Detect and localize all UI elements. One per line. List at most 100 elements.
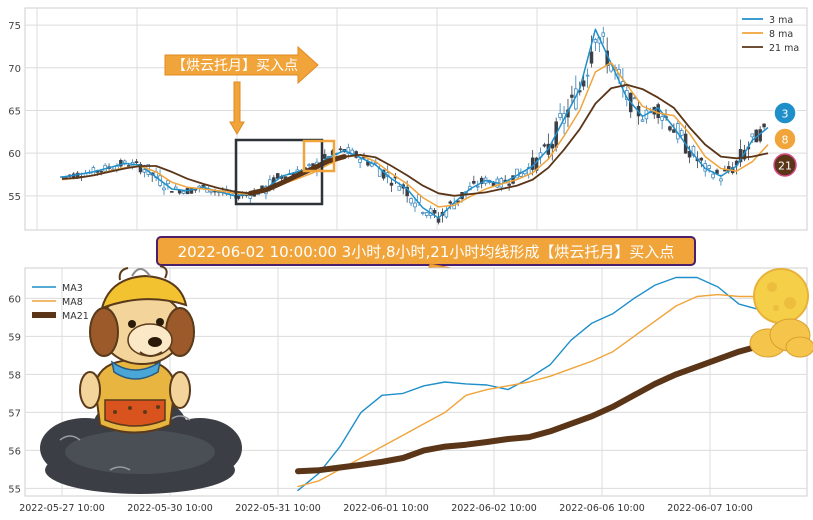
candle-body [621, 81, 625, 88]
bottom-x-tick-label: 2022-05-30 10:00 [127, 503, 213, 514]
bottom-y-tick-label: 56 [8, 446, 21, 457]
candle-body [119, 160, 123, 167]
candle-body [134, 161, 139, 163]
moon-cloud-illustration [749, 268, 813, 358]
candle-body [530, 157, 535, 170]
candle-body [307, 164, 311, 167]
candle-body [432, 209, 437, 214]
bottom-x-tick-label: 2022-05-31 10:00 [235, 503, 321, 514]
ma8-line [61, 61, 769, 208]
candle-body [479, 177, 484, 184]
candle-body [601, 32, 606, 37]
candle-body [593, 39, 598, 43]
candle-body [323, 154, 327, 159]
top-y-tick-label: 60 [8, 149, 21, 160]
candle-body [209, 190, 213, 193]
candle-body [99, 170, 103, 173]
bottom-x-tick-label: 2022-06-01 10:00 [343, 503, 429, 514]
bottom-x-tick-label: 2022-06-07 10:00 [667, 503, 753, 514]
dog-mascot-illustration [79, 265, 195, 434]
ma3-line [61, 28, 769, 219]
candle-body [723, 169, 727, 172]
ma21-highlight-segment [247, 154, 347, 196]
candle-body [397, 186, 402, 191]
badge-3 [773, 101, 797, 125]
candle-body [126, 165, 131, 167]
candle-body [389, 182, 394, 186]
legend-label-ma21: MA21 [62, 311, 89, 322]
bottom-x-axis: 2022-05-27 10:00 2022-05-30 10:00 2022-05-… [19, 503, 753, 514]
badge-8-label: 8 [782, 134, 789, 147]
candle-body [707, 165, 711, 169]
candle-body [181, 190, 186, 194]
bottom-y-tick-label: 57 [8, 408, 21, 419]
buy-point-arrow-text: 【烘云托月】买入点 [172, 58, 298, 74]
bottom-x-tick-label: 2022-06-06 10:00 [559, 503, 645, 514]
candle-body [162, 187, 166, 191]
top-y-tick-label: 70 [8, 64, 21, 75]
candle-body [585, 74, 590, 77]
candle-body [581, 80, 586, 87]
ma3-line-detail [297, 276, 761, 491]
candle-body [275, 173, 280, 179]
signal-callout: 2022-06-02 10:00:00 3小时,8小时,21小时均线形成【烘云托… [156, 236, 696, 286]
bottom-x-tick-label: 2022-05-27 10:00 [19, 503, 105, 514]
bottom-y-tick-label: 55 [8, 484, 21, 495]
candle-body [472, 180, 476, 184]
candle-body [542, 144, 547, 147]
candle-body [346, 147, 351, 154]
bottom-y-tick-label: 60 [8, 294, 21, 305]
candle-body [550, 144, 555, 149]
buy-point-arrow-label: 【烘云托月】买入点 [164, 45, 319, 135]
callout-box [156, 236, 696, 266]
candle-body [491, 182, 496, 186]
candle-body [699, 157, 704, 161]
legend-label-ma8: MA8 [62, 297, 83, 308]
candle-body [413, 202, 417, 208]
candle-body [476, 185, 480, 188]
candle-body [189, 188, 194, 194]
candle-body [448, 201, 453, 204]
candle-body [719, 178, 723, 182]
top-ma-lines [61, 28, 769, 219]
candle-body [750, 133, 755, 138]
candle-body [738, 149, 743, 163]
bottom-y-axis: 55 56 57 58 59 60 [8, 294, 21, 495]
candle-body [358, 158, 362, 163]
candle-body [515, 168, 519, 179]
bottom-legend: MA3 MA8 MA21 [32, 283, 89, 322]
ma-badges: 3 8 21 [773, 101, 797, 177]
candle-body [511, 175, 515, 184]
top-y-tick-label: 55 [8, 192, 21, 203]
right-arrow-shape [164, 45, 319, 85]
legend-label-8ma: 8 ma [769, 29, 793, 40]
badge-8 [773, 127, 797, 151]
candle-body [142, 169, 147, 173]
top-legend: 3 ma 8 ma 21 ma [742, 15, 799, 54]
candle-body [679, 130, 684, 136]
bottom-ma-lines [295, 276, 763, 491]
candle-body [409, 198, 413, 204]
ma21-line [61, 83, 769, 197]
top-grid [25, 8, 807, 230]
candle-body [338, 148, 343, 151]
candle-body [687, 150, 692, 158]
ma21-line-detail [295, 342, 763, 475]
badge-3-label: 3 [782, 108, 789, 121]
candle-body [711, 173, 715, 179]
bottom-chart-panel: 55 56 57 58 59 60 2022-05-27 10:00 2022-05-30 … [8, 265, 813, 514]
candle-body [691, 146, 696, 157]
callout-text: 2022-06-02 10:00:00 3小时,8小时,21小时均线形成【烘云托… [178, 243, 675, 261]
badge-21 [773, 153, 797, 177]
ma8-line-detail [297, 293, 761, 488]
candle-body [236, 195, 241, 199]
candle-body [248, 195, 253, 199]
legend-label-3ma: 3 ma [769, 15, 793, 26]
top-y-axis: 55 60 65 70 75 [8, 21, 21, 203]
candle-body [589, 51, 594, 64]
candle-body [170, 191, 174, 193]
candle-body [640, 119, 645, 122]
badge-21-label: 21 [778, 160, 792, 173]
top-chart-panel: 55 60 65 70 75 【烘云托月】买入点 3 ma 8 ma 21 ma 3 8 [8, 7, 808, 231]
